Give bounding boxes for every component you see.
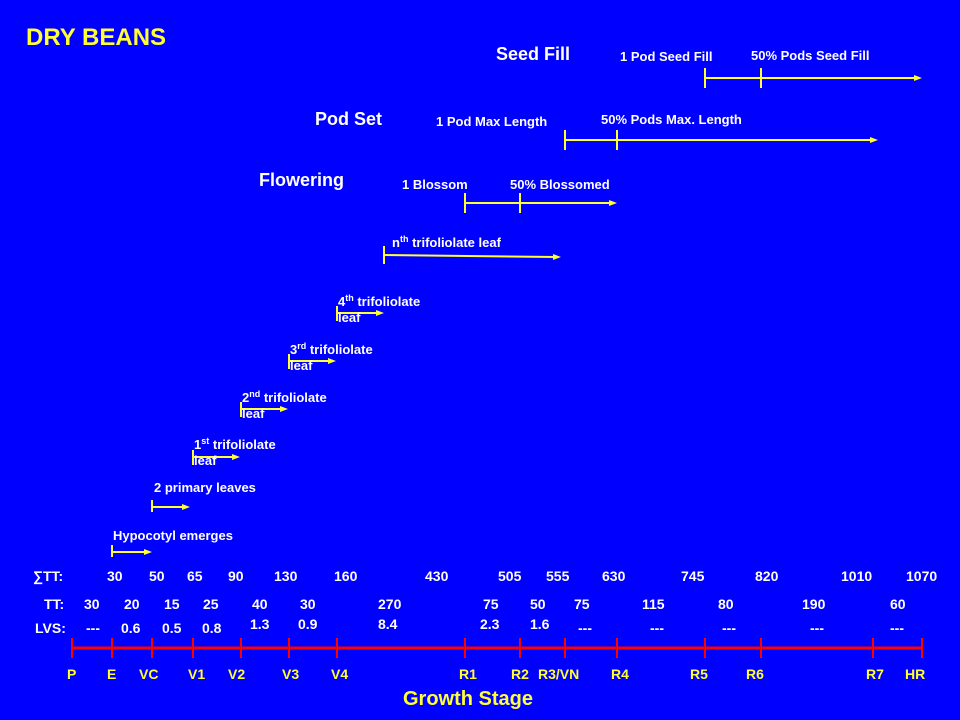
sum-tt-value: 630 xyxy=(602,568,626,584)
lvs-value: --- xyxy=(722,620,736,636)
tt-value: 115 xyxy=(642,596,665,612)
leaf4-arrow xyxy=(336,306,384,321)
label-1-pod-max-length: 1 Pod Max Length xyxy=(436,114,548,129)
growth-stage-label: R5 xyxy=(690,666,708,682)
leaf2-arrow xyxy=(240,402,288,417)
lvs-value: --- xyxy=(890,620,904,636)
growth-stage-label: VC xyxy=(139,666,159,682)
growth-stage-label: R2 xyxy=(511,666,529,682)
sum-tt-value: 160 xyxy=(334,568,358,584)
sum-tt-value: 130 xyxy=(274,568,298,584)
tt-value: 270 xyxy=(378,596,402,612)
growth-stage-label: R4 xyxy=(611,666,629,682)
sum-tt-value: 30 xyxy=(107,568,123,584)
lvs-value: 0.5 xyxy=(162,620,182,636)
tt-label: TT: xyxy=(44,596,65,612)
primary-leaves-arrow xyxy=(151,500,190,512)
tt-value: 80 xyxy=(718,596,734,612)
nth-leaf-arrow xyxy=(383,246,561,264)
label-1-blossom: 1 Blossom xyxy=(402,177,468,192)
lvs-value: --- xyxy=(650,620,664,636)
lvs-value: 0.9 xyxy=(298,616,318,632)
label-nth-trifoliolate-leaf: nth trifoliolate leaf xyxy=(392,234,501,250)
leaf1-arrow xyxy=(192,450,240,465)
sum-tt-value: 1010 xyxy=(841,568,873,584)
axis-title: Growth Stage xyxy=(403,688,534,710)
flowering-arrow xyxy=(464,193,617,213)
phase-flowering: Flowering xyxy=(259,170,344,190)
tt-value: 40 xyxy=(252,596,268,612)
lvs-value: 8.4 xyxy=(378,616,398,632)
label-50-pods-max-length: 50% Pods Max. Length xyxy=(601,112,742,127)
sum-tt-value: 555 xyxy=(546,568,570,584)
tt-value: 20 xyxy=(124,596,140,612)
label-1-pod-seed-fill: 1 Pod Seed Fill xyxy=(620,49,713,64)
leaf3-arrow xyxy=(288,354,336,369)
tt-value: 25 xyxy=(203,596,219,612)
growth-stage-label: V1 xyxy=(188,666,206,682)
lvs-value: 0.8 xyxy=(202,620,222,636)
growth-stage-label: P xyxy=(67,666,77,682)
lvs-value: --- xyxy=(578,620,592,636)
growth-stage-label: E xyxy=(107,666,117,682)
lvs-value: 2.3 xyxy=(480,616,500,632)
label-2-primary-leaves: 2 primary leaves xyxy=(154,480,256,495)
label-2nd-trifoliolate-leaf: 2nd trifoliolate leaf xyxy=(242,389,327,421)
label-1st-trifoliolate-leaf: 1st trifoliolate leaf xyxy=(194,436,276,468)
tt-value: 75 xyxy=(574,596,590,612)
sum-tt-value: 820 xyxy=(755,568,779,584)
phase-seed-fill: Seed Fill xyxy=(496,44,571,64)
lvs-value: --- xyxy=(810,620,824,636)
lvs-value: 1.3 xyxy=(250,616,270,632)
diagram-title: DRY BEANS xyxy=(26,24,167,51)
growth-stage-label: R1 xyxy=(459,666,477,682)
label-50-pods-seed-fill: 50% Pods Seed Fill xyxy=(751,48,870,63)
label-50-blossomed: 50% Blossomed xyxy=(510,177,610,192)
lvs-label: LVS: xyxy=(35,620,66,636)
phase-pod-set: Pod Set xyxy=(315,109,383,129)
sum-tt-value: 1070 xyxy=(906,568,938,584)
label-hypocotyl-emerges: Hypocotyl emerges xyxy=(113,528,233,543)
tt-value: 15 xyxy=(164,596,180,612)
pod-set-arrow xyxy=(564,130,878,150)
label-4th-trifoliolate-leaf: 4th trifoliolate leaf xyxy=(338,293,421,325)
seed-fill-arrow xyxy=(704,68,922,88)
tt-value: 75 xyxy=(483,596,499,612)
tt-value: 30 xyxy=(84,596,100,612)
sum-tt-value: 50 xyxy=(149,568,165,584)
sum-tt-value: 505 xyxy=(498,568,522,584)
sum-tt-value: 65 xyxy=(187,568,203,584)
lvs-value: 1.6 xyxy=(530,616,550,632)
sum-tt-value: 745 xyxy=(681,568,705,584)
growth-stage-label: R7 xyxy=(866,666,884,682)
sum-tt-value: 90 xyxy=(228,568,244,584)
growth-stage-label: HR xyxy=(905,666,926,682)
lvs-value: --- xyxy=(86,620,100,636)
tt-value: 60 xyxy=(890,596,906,612)
growth-stage-label: V4 xyxy=(331,666,349,682)
tt-value: 30 xyxy=(300,596,316,612)
growth-stage-label: V3 xyxy=(282,666,300,682)
tt-value: 50 xyxy=(530,596,546,612)
growth-stage-label: R6 xyxy=(746,666,764,682)
sum-tt-value: 430 xyxy=(425,568,449,584)
growth-stage-label: R3/VN xyxy=(538,666,580,682)
hypocotyl-arrow xyxy=(111,545,152,557)
sum-tt-label: ∑TT: xyxy=(33,568,64,584)
tt-value: 190 xyxy=(802,596,826,612)
lvs-value: 0.6 xyxy=(121,620,141,636)
growth-stage-label: V2 xyxy=(228,666,246,682)
label-3rd-trifoliolate-leaf: 3rd trifoliolate leaf xyxy=(290,341,373,373)
